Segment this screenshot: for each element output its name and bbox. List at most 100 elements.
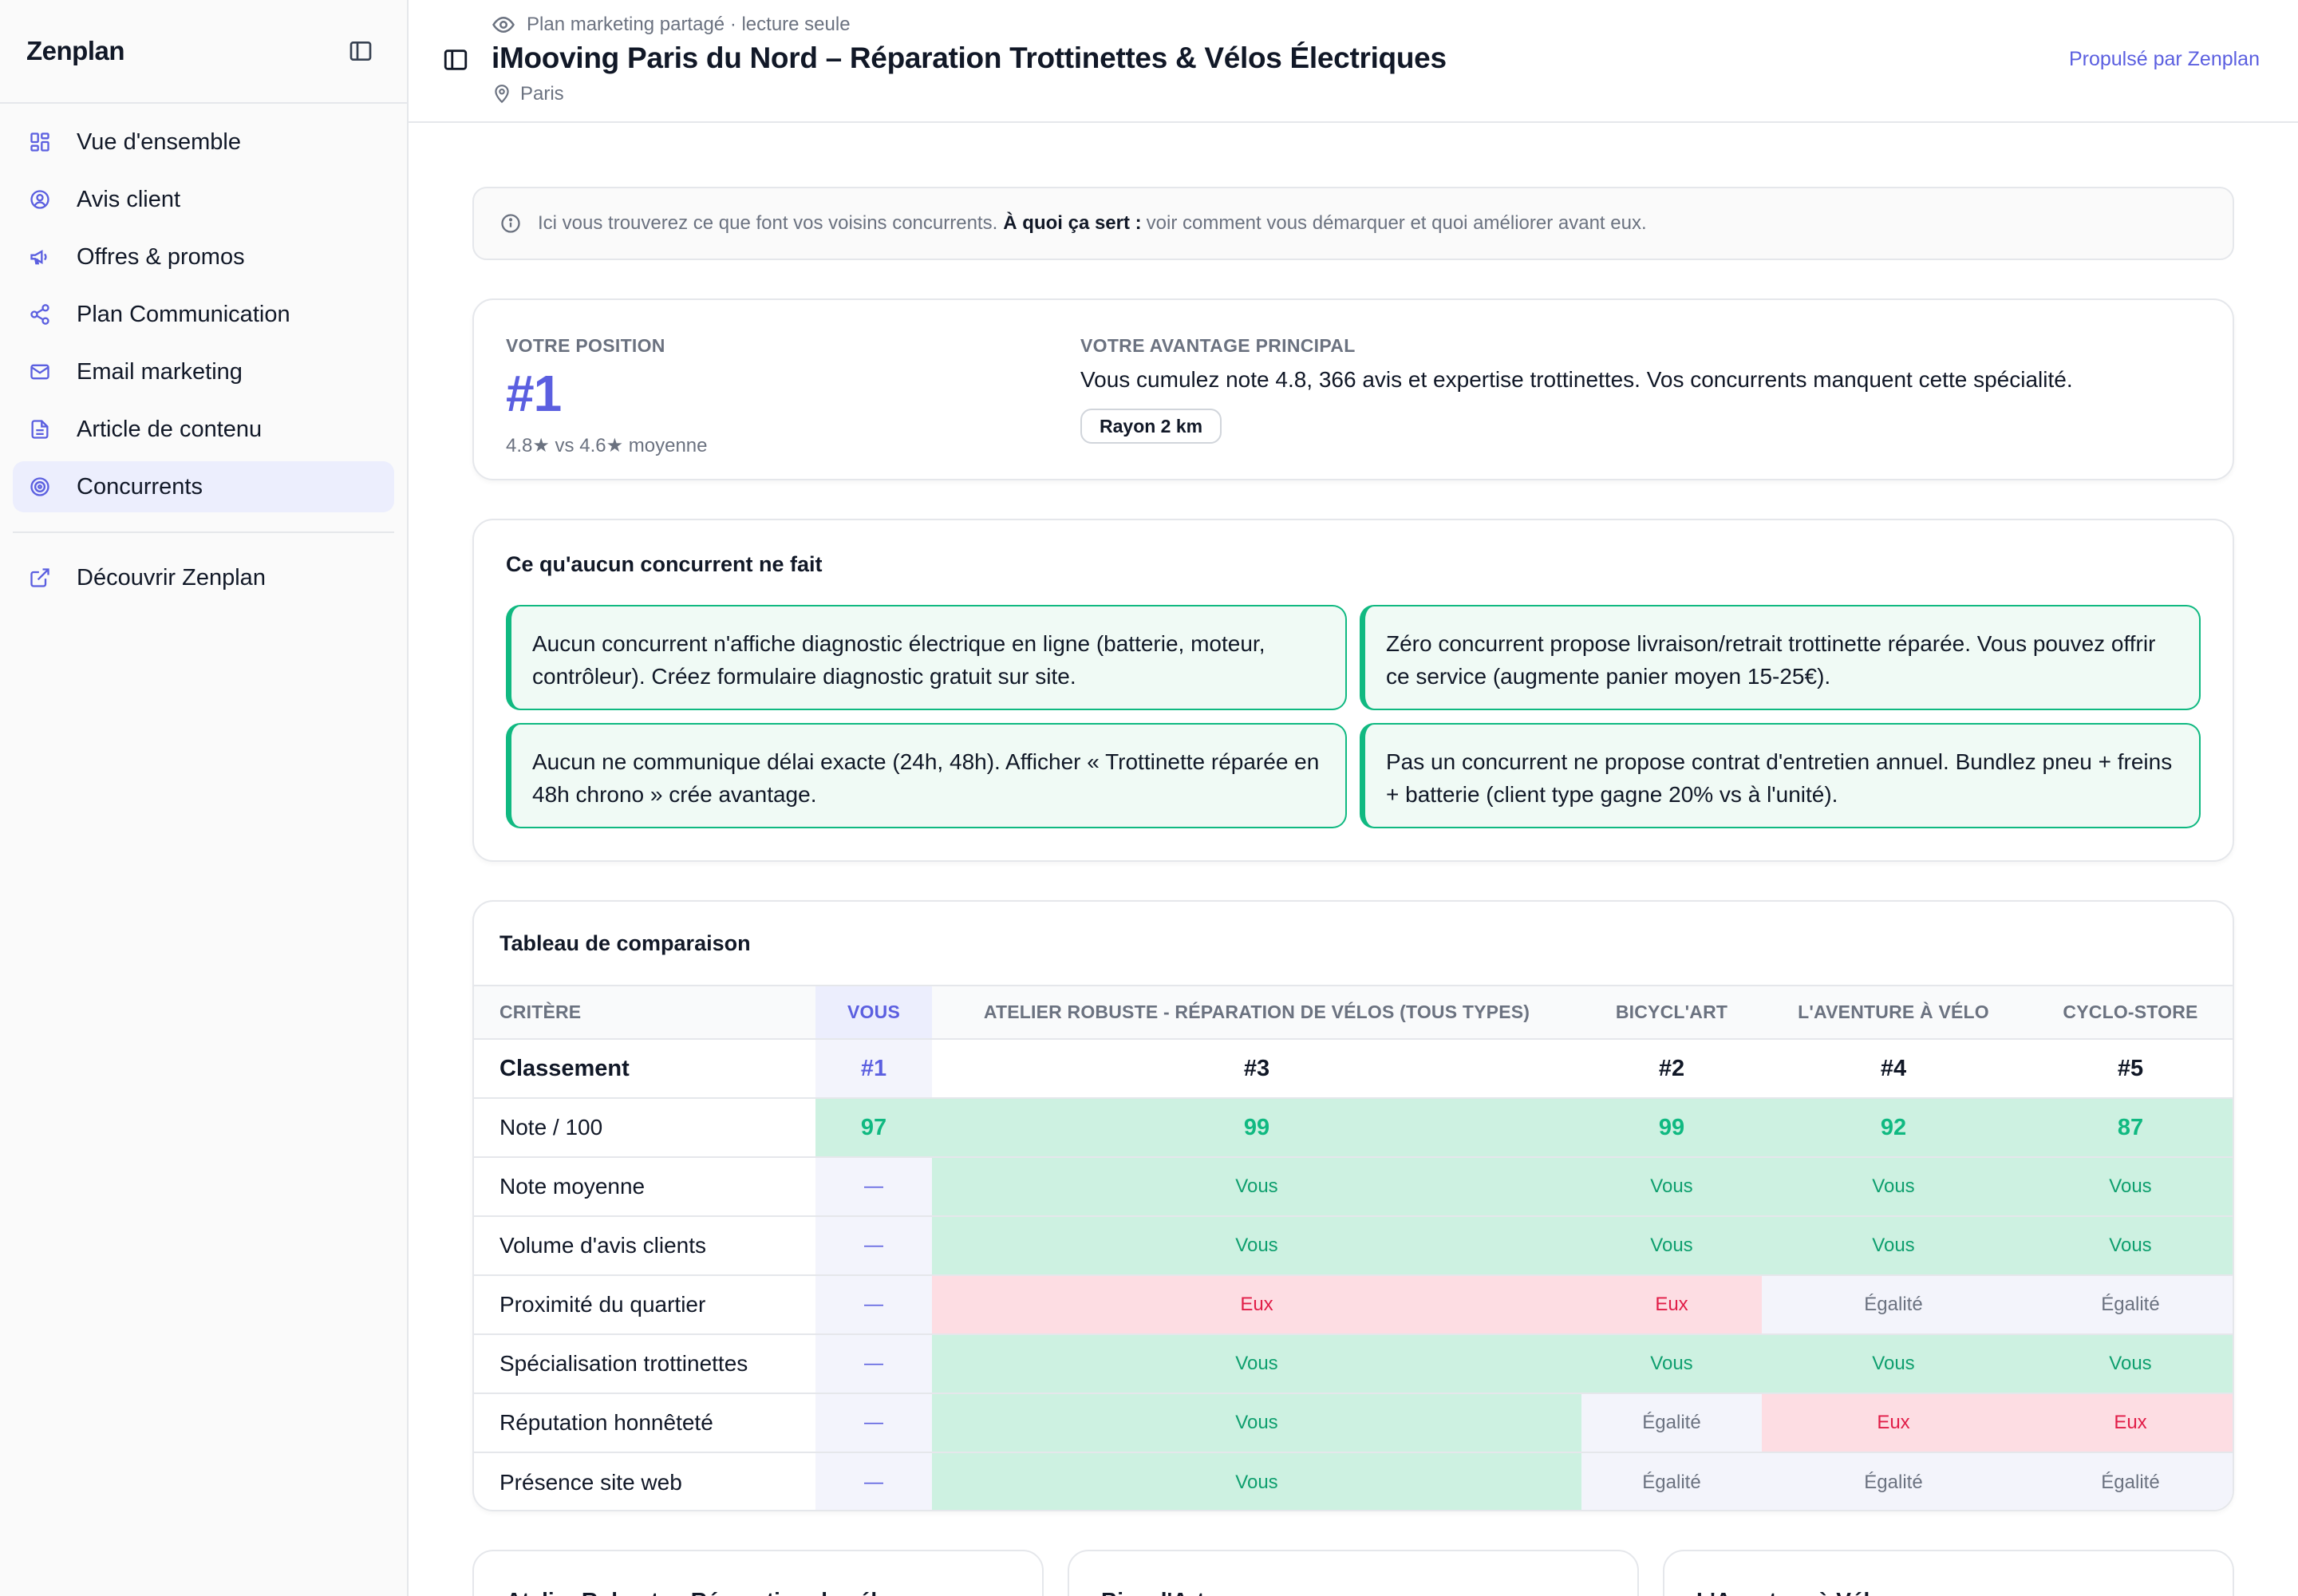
position-card: VOTRE POSITION #1 4.8★ vs 4.6★ moyenne V… — [472, 298, 2234, 480]
document-icon — [27, 417, 53, 442]
cell-competitor: Vous — [932, 1157, 1581, 1217]
cell-competitor: Vous — [2025, 1216, 2233, 1276]
sidebar-item-email-marketing[interactable]: Email marketing — [13, 346, 394, 397]
sidebar-item-label: Découvrir Zenplan — [77, 564, 266, 591]
gap-item: Aucun concurrent n'affiche diagnostic él… — [506, 605, 1347, 710]
info-text-strong: À quoi ça sert : — [1003, 212, 1142, 234]
competitor-card[interactable]: L'Aventure à Vélo — [1663, 1550, 2234, 1596]
cell-competitor: Égalité — [2025, 1275, 2233, 1335]
competitor-card[interactable]: Bicycl'Art — [1068, 1550, 1639, 1596]
table-row: Proximité du quartier — Eux Eux Égalité Égali… — [474, 1275, 2233, 1335]
cell-competitor: Égalité — [1581, 1452, 1762, 1510]
share-icon — [27, 302, 53, 327]
comparison-card: Tableau de comparaison Critère Vous Atel… — [472, 900, 2234, 1511]
sidebar-item-offers[interactable]: Offres & promos — [13, 231, 394, 282]
page-title: iMooving Paris du Nord – Réparation Trot… — [492, 41, 1447, 74]
column-header-competitor: Cyclo-Store — [2025, 986, 2233, 1040]
cell-you: — — [815, 1275, 932, 1335]
cell-you: — — [815, 1334, 932, 1394]
cell-competitor: Vous — [1581, 1157, 1762, 1217]
powered-by-link[interactable]: Propulsé par Zenplan — [2068, 48, 2260, 70]
cell-competitor: Eux — [1581, 1275, 1762, 1335]
user-circle-icon — [27, 187, 53, 212]
criterion-label: Note moyenne — [474, 1157, 815, 1217]
competitor-cards: Atelier Robuste - Réparation de vélos Bi… — [472, 1550, 2234, 1596]
cell-competitor: Vous — [932, 1216, 1581, 1276]
cell-you: — — [815, 1393, 932, 1453]
gaps-title: Ce qu'aucun concurrent ne fait — [506, 552, 823, 576]
sidebar-item-label: Vue d'ensemble — [77, 128, 241, 155]
info-text-after: voir comment vous démarquer et quoi amél… — [1146, 212, 1647, 234]
criterion-label: Note / 100 — [474, 1098, 815, 1158]
cell-competitor: #4 — [1762, 1039, 2025, 1099]
cell-competitor: Égalité — [2025, 1452, 2233, 1510]
column-header-competitor: L'Aventure à Vélo — [1762, 986, 2025, 1040]
sidebar-nav: Vue d'ensemble Avis client Offres & prom… — [0, 104, 407, 512]
cell-competitor: Vous — [2025, 1157, 2233, 1217]
main-content: Ici vous trouverez ce que font vos voisi… — [472, 187, 2234, 1596]
sidebar-toggle-icon[interactable] — [346, 37, 375, 65]
cell-competitor: Vous — [1762, 1334, 2025, 1394]
cell-competitor: Eux — [1762, 1393, 2025, 1453]
table-row: Spécialisation trottinettes — Vous Vous Vous… — [474, 1334, 2233, 1394]
advantage-label: VOTRE AVANTAGE PRINCIPAL — [1080, 335, 1356, 356]
sidebar-header: Zenplan — [0, 0, 407, 104]
cell-competitor: Vous — [1762, 1157, 2025, 1217]
info-text-before: Ici vous trouverez ce que font vos voisi… — [538, 212, 998, 234]
brand-logo[interactable]: Zenplan — [26, 36, 125, 65]
cell-competitor: 87 — [2025, 1098, 2233, 1158]
cell-you: 97 — [815, 1098, 932, 1158]
table-row: Volume d'avis clients — Vous Vous Vous Vous — [474, 1216, 2233, 1276]
cell-you: — — [815, 1216, 932, 1276]
comparison-table: Critère Vous Atelier Robuste - Réparatio… — [474, 986, 2233, 1510]
target-icon — [27, 474, 53, 500]
criterion-label: Réputation honnêteté — [474, 1393, 815, 1453]
radius-chip: Rayon 2 km — [1080, 409, 1222, 444]
cell-competitor: Vous — [1762, 1216, 2025, 1276]
sidebar-item-communication-plan[interactable]: Plan Communication — [13, 289, 394, 340]
column-header-criterion: Critère — [474, 986, 815, 1040]
sidebar-item-label: Avis client — [77, 186, 181, 212]
panel-toggle-icon[interactable] — [442, 46, 469, 73]
cell-competitor: 99 — [1581, 1098, 1762, 1158]
column-header-you: Vous — [815, 986, 932, 1040]
external-link-icon — [27, 565, 53, 591]
criterion-label: Proximité du quartier — [474, 1275, 815, 1335]
table-row: Note moyenne — Vous Vous Vous Vous — [474, 1157, 2233, 1217]
sidebar-item-content-article[interactable]: Article de contenu — [13, 404, 394, 455]
info-icon — [499, 212, 522, 235]
cell-competitor: 92 — [1762, 1098, 2025, 1158]
gap-item: Zéro concurrent propose livraison/retrai… — [1360, 605, 2201, 710]
sidebar-item-overview[interactable]: Vue d'ensemble — [13, 117, 394, 168]
sidebar-divider — [13, 531, 394, 533]
cell-competitor: Vous — [932, 1393, 1581, 1453]
cell-competitor: Égalité — [1581, 1393, 1762, 1453]
cell-competitor: 99 — [932, 1098, 1581, 1158]
grid-icon — [27, 129, 53, 155]
cell-you: — — [815, 1452, 932, 1510]
cell-competitor: #2 — [1581, 1039, 1762, 1099]
cell-competitor: Vous — [932, 1452, 1581, 1510]
sidebar-item-competitors[interactable]: Concurrents — [13, 461, 394, 512]
sidebar: Zenplan Vue d'ensemble Avis client Offre… — [0, 0, 409, 1596]
info-banner: Ici vous trouverez ce que font vos voisi… — [472, 187, 2234, 260]
sidebar-item-label: Offres & promos — [77, 243, 245, 270]
eye-icon — [492, 13, 515, 37]
table-header-row: Critère Vous Atelier Robuste - Réparatio… — [474, 986, 2233, 1040]
comparison-title: Tableau de comparaison — [474, 902, 2233, 986]
share-mode-text: Plan marketing partagé · lecture seule — [527, 14, 851, 35]
cell-competitor: #3 — [932, 1039, 1581, 1099]
megaphone-icon — [27, 244, 53, 270]
cell-competitor: Eux — [2025, 1393, 2233, 1453]
mail-icon — [27, 359, 53, 385]
sidebar-item-reviews[interactable]: Avis client — [13, 174, 394, 225]
sidebar-item-discover-zenplan[interactable]: Découvrir Zenplan — [13, 552, 394, 603]
location: Paris — [492, 83, 564, 105]
column-header-competitor: Atelier Robuste - Réparation de vélos (t… — [932, 986, 1581, 1040]
cell-competitor: Vous — [2025, 1334, 2233, 1394]
competitor-card[interactable]: Atelier Robuste - Réparation de vélos — [472, 1550, 1044, 1596]
cell-competitor: Égalité — [1762, 1275, 2025, 1335]
cell-competitor: Égalité — [1762, 1452, 2025, 1510]
table-row: Présence site web — Vous Égalité Égalité Égal… — [474, 1452, 2233, 1510]
sidebar-item-label: Email marketing — [77, 358, 243, 385]
